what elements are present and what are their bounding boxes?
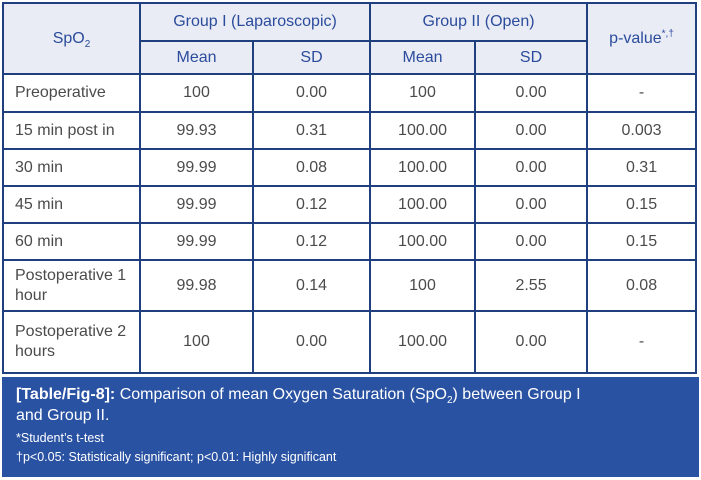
caption-text-pre-sub: Comparison of mean Oxygen Saturation (Sp… bbox=[115, 386, 447, 403]
p-value-superscript: *,† bbox=[661, 28, 674, 40]
g1-mean-value: 100 bbox=[139, 73, 254, 113]
g1-sd-value: 0.12 bbox=[251, 185, 372, 224]
spo2-comparison-table: SpO2 Group I (Laparoscopic) Group II (Op… bbox=[2, 2, 698, 374]
g1-mean-value: 99.93 bbox=[139, 111, 254, 150]
row-label: Postoperative 1 hour bbox=[2, 259, 141, 312]
group1-mean-header: Mean bbox=[139, 40, 254, 75]
row-label: 15 min post in bbox=[2, 111, 141, 150]
group1-sd-header: SD bbox=[251, 40, 372, 75]
caption-line2: and Group II. bbox=[16, 407, 110, 424]
table-row: 60 min 99.99 0.12 100.00 0.00 0.15 bbox=[2, 222, 698, 261]
g2-mean-value: 100.00 bbox=[369, 185, 477, 224]
g2-sd-value: 0.00 bbox=[474, 185, 589, 224]
g1-mean-value: 99.99 bbox=[139, 185, 254, 224]
g2-mean-value: 100 bbox=[369, 73, 477, 113]
row-label: 30 min bbox=[2, 148, 141, 187]
p-value: 0.15 bbox=[586, 185, 698, 224]
table-fig-tag: [Table/Fig-8]: bbox=[16, 386, 116, 403]
g2-sd-value: 0.00 bbox=[474, 111, 589, 150]
table-row: Postoperative 1 hour 99.98 0.14 100 2.55… bbox=[2, 259, 698, 312]
p-value-label: p-value bbox=[609, 29, 662, 47]
g2-mean-value: 100.00 bbox=[369, 148, 477, 187]
caption-text-post-sub: ) between Group I bbox=[452, 386, 581, 403]
row-label: Preoperative bbox=[2, 73, 141, 113]
p-value-header: p-value*,† bbox=[586, 2, 698, 75]
caption-spo2-subscript: 2 bbox=[446, 395, 453, 407]
g1-mean-value: 99.99 bbox=[139, 148, 254, 187]
p-value: - bbox=[586, 310, 698, 374]
g1-sd-value: 0.00 bbox=[251, 310, 372, 374]
group2-sd-header: SD bbox=[474, 40, 589, 75]
p-value: 0.08 bbox=[586, 259, 698, 312]
g2-sd-value: 0.00 bbox=[474, 310, 589, 374]
g2-sd-value: 0.00 bbox=[474, 73, 589, 113]
g1-sd-value: 0.12 bbox=[251, 222, 372, 261]
g1-sd-value: 0.14 bbox=[251, 259, 372, 312]
g2-mean-value: 100.00 bbox=[369, 111, 477, 150]
g1-sd-value: 0.08 bbox=[251, 148, 372, 187]
row-label: 60 min bbox=[2, 222, 141, 261]
p-value: - bbox=[586, 73, 698, 113]
g1-mean-value: 100 bbox=[139, 310, 254, 374]
figure-caption-block: [Table/Fig-8]: Comparison of mean Oxygen… bbox=[2, 377, 699, 477]
p-value: 0.31 bbox=[586, 148, 698, 187]
g2-sd-value: 0.00 bbox=[474, 222, 589, 261]
footnote-significance: †p<0.05: Statistically significant; p<0.… bbox=[16, 450, 337, 464]
group2-mean-header: Mean bbox=[369, 40, 477, 75]
table-sub-header-row: Mean SD Mean SD bbox=[3, 40, 696, 75]
row-label: 45 min bbox=[2, 185, 141, 224]
g1-sd-value: 0.31 bbox=[251, 111, 372, 150]
table-row: 45 min 99.99 0.12 100.00 0.00 0.15 bbox=[2, 185, 698, 224]
group2-header: Group II (Open) bbox=[369, 2, 589, 42]
g1-mean-value: 99.98 bbox=[139, 259, 254, 312]
table-row: 30 min 99.99 0.08 100.00 0.00 0.31 bbox=[2, 148, 698, 187]
table-row: 15 min post in 99.93 0.31 100.00 0.00 0.… bbox=[2, 111, 698, 150]
g2-mean-value: 100.00 bbox=[369, 222, 477, 261]
g2-mean-value: 100.00 bbox=[369, 310, 477, 374]
g1-mean-value: 99.99 bbox=[139, 222, 254, 261]
table-group-header-row: SpO2 Group I (Laparoscopic) Group II (Op… bbox=[2, 2, 698, 75]
p-value: 0.15 bbox=[586, 222, 698, 261]
spo2-label: SpO bbox=[52, 29, 85, 47]
table-row: Preoperative 100 0.00 100 0.00 - bbox=[2, 73, 698, 113]
table-row: Postoperative 2 hours 100 0.00 100.00 0.… bbox=[2, 310, 698, 374]
g2-mean-value: 100 bbox=[369, 259, 477, 312]
footnote-students-t-test: *Student’s t-test bbox=[16, 431, 105, 445]
g1-sd-value: 0.00 bbox=[251, 73, 372, 113]
p-value: 0.003 bbox=[586, 111, 698, 150]
g2-sd-value: 2.55 bbox=[474, 259, 589, 312]
group1-header: Group I (Laparoscopic) bbox=[138, 2, 372, 42]
g2-sd-value: 0.00 bbox=[474, 148, 589, 187]
row-label: Postoperative 2 hours bbox=[2, 310, 141, 374]
spo2-subscript: 2 bbox=[84, 38, 91, 50]
row-header-spo2: SpO2 bbox=[2, 2, 141, 75]
caption-line1: [Table/Fig-8]: Comparison of mean Oxygen… bbox=[16, 384, 685, 407]
